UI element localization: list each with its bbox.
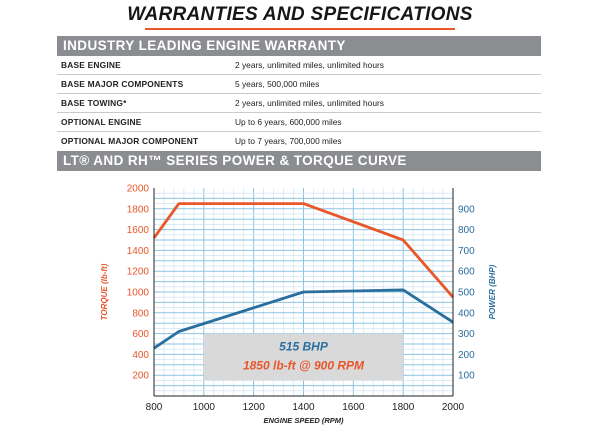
y-tick-label-left: 1400 — [127, 246, 150, 257]
y-tick-label-right: 600 — [458, 267, 475, 278]
y-axis-title-left: TORQUE (lb-ft) — [100, 263, 109, 320]
warranty-label: OPTIONAL MAJOR COMPONENT — [61, 136, 199, 146]
y-tick-label-right: 900 — [458, 204, 475, 215]
x-tick-label: 1600 — [342, 402, 365, 413]
torque-curve — [152, 202, 455, 299]
y-tick-label-left: 1200 — [127, 267, 150, 278]
x-tick-label: 2000 — [442, 402, 465, 413]
warranty-value: Up to 6 years, 600,000 miles — [231, 112, 541, 132]
x-tick-label: 1400 — [292, 402, 315, 413]
annotation-box — [203, 333, 404, 381]
y-tick-label-right: 500 — [458, 288, 475, 299]
power-curve — [153, 288, 454, 350]
warranty-row: OPTIONAL ENGINE Up to 6 years, 600,000 mi… — [57, 112, 541, 132]
title-underline — [145, 28, 455, 30]
y-axis-title-right: POWER (BHP) — [488, 264, 497, 319]
warranty-section-heading: INDUSTRY LEADING ENGINE WARRANTY — [57, 36, 541, 56]
y-tick-label-left: 600 — [132, 329, 149, 340]
y-tick-label-right: 400 — [458, 308, 475, 319]
warranty-label: BASE MAJOR COMPONENTS — [57, 74, 231, 94]
warranty-value: Up to 7 years, 700,000 miles — [235, 136, 342, 146]
page-title: WARRANTIES AND SPECIFICATIONS — [127, 4, 473, 25]
warranty-label: BASE ENGINE — [57, 56, 231, 75]
y-tick-label-left: 1600 — [127, 225, 150, 236]
warranty-value: 2 years, unlimited miles, unlimited hour… — [231, 93, 541, 113]
warranty-row: BASE ENGINE 2 years, unlimited miles, unl… — [57, 56, 541, 75]
x-tick-label: 800 — [146, 402, 163, 413]
y-tick-label-right: 200 — [458, 350, 475, 361]
x-tick-label: 1200 — [243, 402, 266, 413]
y-tick-label-left: 2000 — [127, 184, 150, 195]
y-tick-label-right: 700 — [458, 246, 475, 257]
annotation-power: 515 BHP — [279, 340, 329, 354]
warranty-row: BASE TOWING* 2 years, unlimited miles, un… — [57, 93, 541, 113]
warranty-row: BASE MAJOR COMPONENTS 5 years, 500,000 mi… — [57, 74, 541, 94]
y-tick-label-left: 400 — [132, 350, 149, 361]
y-tick-label-left: 1800 — [127, 204, 150, 215]
x-tick-label: 1800 — [392, 402, 415, 413]
warranty-table: BASE ENGINE 2 years, unlimited miles, unl… — [57, 56, 541, 150]
x-tick-label: 1000 — [193, 402, 216, 413]
power-torque-chart: 200 400 600 800 1000 1200 1400 1600 1800 2000 100 2… — [100, 184, 497, 426]
y-tick-label-right: 100 — [458, 371, 475, 382]
warranty-row: OPTIONAL MAJOR COMPONENT Up to 7 years, 7… — [57, 132, 541, 151]
y-tick-label-right: 800 — [458, 225, 475, 236]
warranty-label: OPTIONAL ENGINE — [57, 112, 231, 132]
y-tick-label-right: 300 — [458, 329, 475, 340]
warranty-label: BASE TOWING* — [57, 93, 231, 113]
curve-section-heading: LT® AND RH™ SERIES POWER & TORQUE CURVE — [57, 151, 541, 171]
x-axis-title: ENGINE SPEED (RPM) — [263, 416, 344, 425]
y-tick-label-left: 800 — [132, 308, 149, 319]
annotation-torque: 1850 lb-ft @ 900 RPM — [243, 359, 365, 373]
warranty-value: 2 years, unlimited miles, unlimited hour… — [231, 56, 541, 75]
warranty-value: 5 years, 500,000 miles — [231, 74, 541, 94]
y-tick-label-left: 200 — [132, 371, 149, 382]
y-tick-label-left: 1000 — [127, 288, 150, 299]
